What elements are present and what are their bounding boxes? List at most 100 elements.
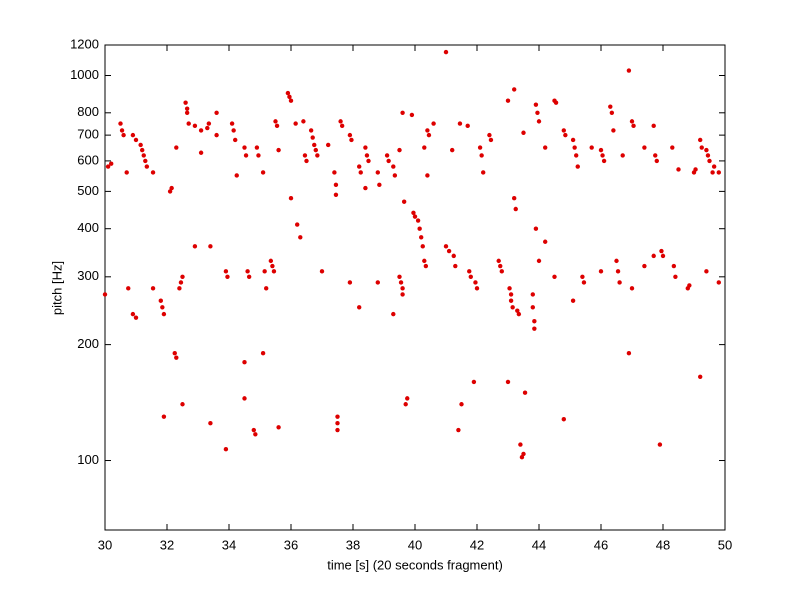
point bbox=[443, 244, 449, 249]
point bbox=[124, 170, 129, 175]
point bbox=[246, 274, 252, 280]
point bbox=[375, 280, 380, 285]
point bbox=[710, 170, 715, 175]
point bbox=[223, 447, 229, 452]
point bbox=[161, 414, 167, 419]
point bbox=[419, 235, 424, 240]
point bbox=[698, 137, 703, 143]
point bbox=[505, 98, 511, 103]
point bbox=[422, 258, 427, 264]
point bbox=[143, 158, 148, 164]
point bbox=[130, 132, 136, 138]
point bbox=[177, 286, 182, 291]
point bbox=[459, 402, 464, 407]
point bbox=[339, 123, 345, 129]
point bbox=[198, 150, 204, 155]
point bbox=[574, 153, 579, 158]
point bbox=[349, 137, 354, 143]
point bbox=[711, 164, 717, 169]
point bbox=[467, 269, 472, 274]
point bbox=[310, 135, 315, 140]
point bbox=[716, 280, 721, 285]
point bbox=[335, 427, 340, 433]
point bbox=[253, 432, 258, 437]
point bbox=[397, 147, 402, 153]
x-tick-label: 42 bbox=[470, 537, 484, 552]
point bbox=[301, 119, 306, 124]
point bbox=[626, 68, 632, 73]
point bbox=[499, 269, 504, 274]
point bbox=[468, 274, 473, 280]
point bbox=[653, 153, 658, 158]
point bbox=[400, 286, 405, 291]
point bbox=[704, 147, 709, 153]
point bbox=[530, 305, 535, 310]
point bbox=[533, 226, 539, 231]
point bbox=[522, 390, 528, 395]
point bbox=[208, 244, 213, 249]
point bbox=[364, 153, 370, 158]
point bbox=[242, 396, 247, 401]
point bbox=[510, 305, 515, 310]
point bbox=[338, 119, 343, 124]
point bbox=[198, 128, 204, 133]
point bbox=[488, 137, 494, 143]
point bbox=[521, 451, 526, 457]
point bbox=[651, 123, 656, 129]
point bbox=[161, 311, 167, 317]
point bbox=[180, 274, 185, 280]
point bbox=[174, 355, 179, 360]
point bbox=[260, 350, 266, 356]
point bbox=[426, 132, 432, 138]
point bbox=[401, 199, 407, 204]
point bbox=[332, 170, 337, 175]
point bbox=[471, 379, 477, 385]
point bbox=[608, 104, 613, 109]
point bbox=[626, 350, 632, 356]
point bbox=[262, 269, 267, 274]
point bbox=[417, 226, 422, 231]
point bbox=[481, 170, 486, 175]
point bbox=[308, 128, 314, 133]
point bbox=[178, 280, 184, 285]
point bbox=[673, 274, 678, 280]
point bbox=[498, 263, 503, 269]
x-tick-label: 50 bbox=[718, 537, 732, 552]
point bbox=[707, 158, 712, 164]
point bbox=[642, 263, 647, 269]
point bbox=[205, 125, 210, 131]
x-tick-label: 36 bbox=[284, 537, 298, 552]
point bbox=[446, 248, 452, 254]
x-axis-label: time [s] (20 seconds fragment) bbox=[327, 557, 503, 572]
point bbox=[659, 248, 664, 254]
point bbox=[192, 123, 198, 129]
point bbox=[160, 305, 165, 310]
point bbox=[391, 164, 396, 169]
point bbox=[631, 123, 636, 129]
point bbox=[536, 258, 542, 264]
point bbox=[676, 167, 681, 172]
point bbox=[274, 123, 280, 129]
point bbox=[561, 128, 566, 133]
point bbox=[288, 196, 294, 201]
point bbox=[276, 147, 281, 153]
point bbox=[130, 311, 136, 317]
point bbox=[412, 214, 418, 219]
point bbox=[229, 121, 235, 126]
point bbox=[457, 121, 463, 126]
point bbox=[575, 164, 580, 169]
point bbox=[231, 128, 236, 133]
point bbox=[276, 425, 281, 430]
point bbox=[570, 298, 576, 303]
point bbox=[611, 128, 616, 133]
point bbox=[425, 173, 430, 178]
point bbox=[386, 158, 391, 164]
point bbox=[543, 239, 548, 244]
point bbox=[512, 196, 517, 201]
point bbox=[477, 145, 483, 150]
point bbox=[552, 274, 557, 280]
point bbox=[295, 222, 300, 227]
point bbox=[333, 182, 339, 188]
point bbox=[581, 280, 587, 285]
point bbox=[670, 145, 675, 150]
